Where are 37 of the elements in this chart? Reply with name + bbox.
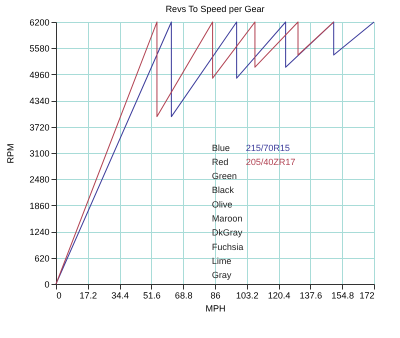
x-tick-label: 0 [56,290,62,300]
x-tick-label: 103.2 [236,290,259,300]
annotation: DkGray [212,228,243,238]
annotation: Fuchsia [212,242,244,252]
y-tick-label: 620 [34,253,50,264]
y-tick-label: 4960 [29,70,50,80]
text: 205/40ZR17 [246,156,296,167]
y-tick-label: 2480 [29,174,50,185]
x-tick-label: 68.8 [174,290,192,300]
chart-title: Revs To Speed per Gear [166,4,264,14]
y-tick-label: 5580 [29,44,50,54]
y-tick-label: 4340 [29,96,50,106]
x-tick-label: 154.8 [331,290,354,300]
text: 215/70R15 [246,142,290,153]
y-tick-label: 0 [44,280,50,290]
annotation: Black [212,185,234,196]
y-tick-label: 6200 [29,18,50,28]
x-tick-label: 120.4 [268,290,290,300]
annotation: Lime [212,256,232,266]
x-tick-label: 34.4 [111,290,129,300]
x-tick-label: 86 [210,290,221,300]
annotation: Gray [212,270,232,280]
x-axis-title: MPH [206,304,226,314]
annotation: Maroon [212,214,242,224]
x-tick-label: 172 [359,290,374,300]
y-tick-label: 3100 [29,148,50,158]
x-tick-label: 137.6 [300,290,322,300]
y-tick-label: 1860 [29,200,50,211]
y-axis-title: RPM [5,144,16,164]
y-tick-label: 1240 [29,227,50,238]
y-tick-label: 3720 [29,122,50,132]
annotation: Red [212,156,228,167]
annotation: Blue [212,142,230,153]
x-tick-label: 51.6 [143,290,161,300]
annotation: Green [212,171,237,182]
annotation: Olive [212,199,232,210]
x-tick-label: 17.2 [80,290,98,300]
